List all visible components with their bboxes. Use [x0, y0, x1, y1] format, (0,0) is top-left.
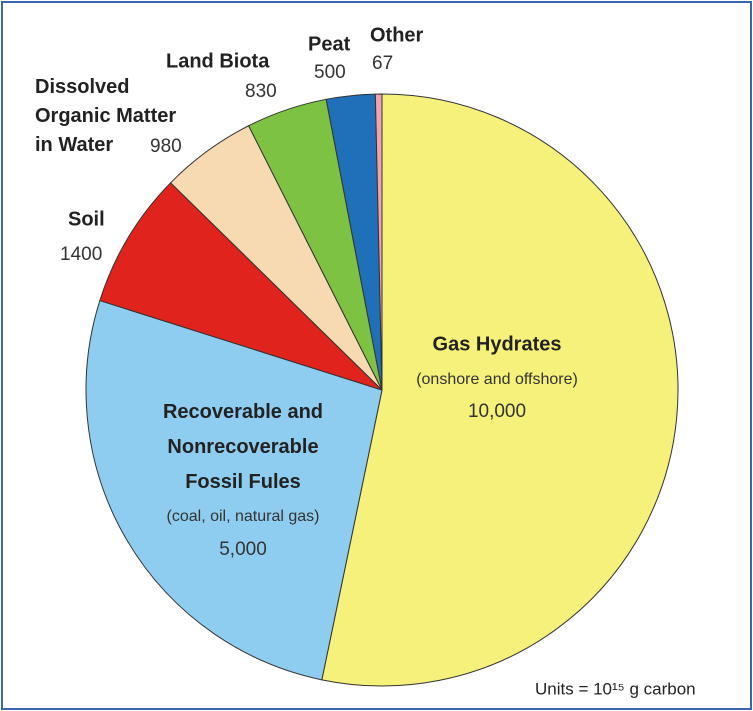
slice-label: Dissolved Organic Matter in Water	[35, 76, 176, 156]
slice-description: (onshore and offshore)	[416, 371, 578, 388]
pie-slice	[374, 93, 383, 391]
slice-label: Other	[370, 24, 424, 46]
slice-label: Gas Hydrates	[433, 333, 562, 355]
units-note: Units = 10¹⁵ g carbon	[535, 679, 696, 698]
value-label: 10,000	[468, 401, 526, 422]
slice-label: Peat	[308, 33, 351, 55]
value-label: 1400	[60, 244, 102, 265]
slice-label: Land Biota	[166, 50, 270, 72]
value-label: 980	[150, 136, 182, 157]
pie-slice	[85, 299, 383, 681]
value-label: 67	[372, 53, 393, 74]
value-label: 5,000	[219, 539, 267, 560]
pie-slice	[321, 93, 679, 687]
slice-label: Recoverable and Nonrecoverable Fossil Fule…	[163, 401, 323, 493]
value-label: 500	[314, 62, 346, 83]
slice-description: (coal, oil, natural gas)	[167, 508, 320, 525]
pie-slice	[99, 182, 383, 391]
slice-label: Soil	[68, 208, 105, 230]
value-label: 830	[245, 81, 277, 102]
